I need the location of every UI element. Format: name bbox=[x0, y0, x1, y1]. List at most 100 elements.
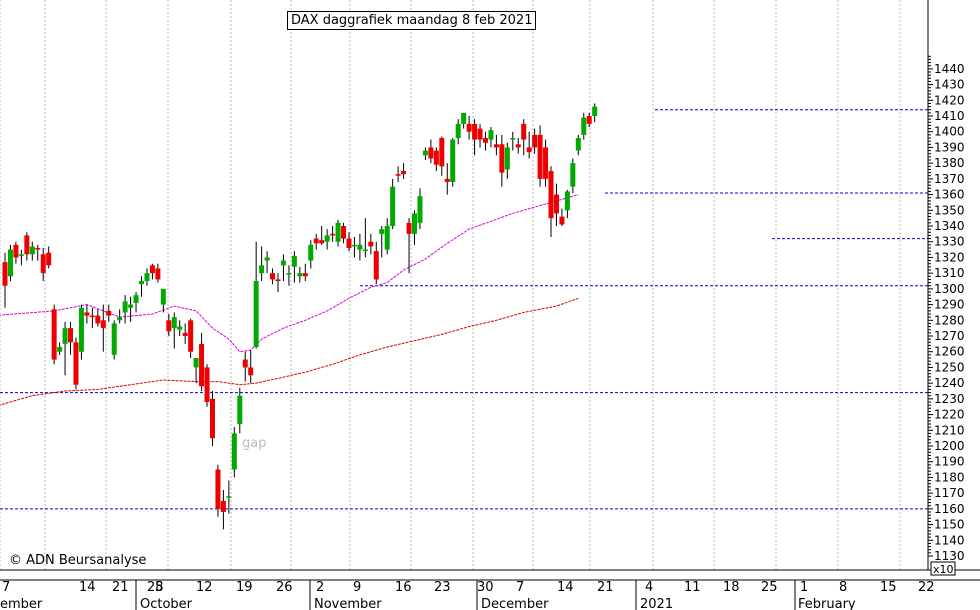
multiplier-label: x10 bbox=[933, 563, 954, 576]
candle bbox=[390, 178, 396, 230]
candle-body-up bbox=[379, 229, 385, 234]
candle-body-up bbox=[128, 304, 134, 308]
x-tick-label: 30 bbox=[477, 580, 494, 595]
candle-body-down bbox=[433, 150, 439, 165]
x-tick-label: 12 bbox=[196, 580, 213, 595]
candle bbox=[78, 304, 84, 360]
candle bbox=[319, 226, 325, 245]
candle-body-up bbox=[160, 288, 166, 305]
candle-body-up bbox=[237, 395, 243, 425]
y-tick-label: 1130 bbox=[934, 549, 965, 563]
candle bbox=[543, 139, 549, 187]
candle-body-down bbox=[149, 265, 155, 274]
candle-body-down bbox=[13, 244, 19, 258]
candle bbox=[139, 276, 144, 297]
candle-body-up bbox=[253, 281, 259, 348]
y-tick-label: 1250 bbox=[934, 360, 965, 374]
candle bbox=[286, 265, 292, 286]
candle bbox=[29, 241, 35, 261]
candle bbox=[412, 210, 417, 245]
candle bbox=[351, 237, 357, 258]
x-tick-label: 11 bbox=[684, 580, 701, 595]
candle-body-up bbox=[193, 358, 199, 368]
candle bbox=[160, 288, 166, 313]
candle-body-up bbox=[417, 196, 423, 223]
candle bbox=[275, 273, 281, 293]
candle-body-up bbox=[570, 163, 576, 187]
candle-body-down bbox=[439, 138, 445, 167]
candle bbox=[417, 188, 423, 230]
x-tick-label: 14 bbox=[557, 580, 574, 595]
candle-body-down bbox=[220, 501, 226, 513]
candle bbox=[7, 244, 13, 282]
candle-body-up bbox=[29, 246, 35, 255]
x-tick-label: 1 bbox=[800, 580, 808, 595]
candle bbox=[373, 241, 379, 285]
candle-body-down bbox=[24, 235, 30, 255]
candle bbox=[335, 219, 341, 247]
y-tick-label: 1430 bbox=[934, 78, 965, 92]
candle bbox=[493, 134, 499, 156]
candle bbox=[182, 323, 188, 344]
y-tick-label: 1420 bbox=[934, 93, 965, 107]
candle-body-down bbox=[95, 315, 101, 324]
candle-body-up bbox=[351, 244, 357, 247]
x-tick-label: 7 bbox=[516, 580, 524, 595]
y-tick-label: 1340 bbox=[934, 219, 965, 233]
candle bbox=[122, 295, 128, 324]
y-tick-label: 1230 bbox=[934, 392, 965, 406]
candle bbox=[166, 314, 172, 337]
candle-body-down bbox=[2, 262, 8, 286]
candle bbox=[46, 246, 52, 269]
y-tick-label: 1390 bbox=[934, 140, 965, 154]
candle bbox=[106, 304, 112, 322]
candle bbox=[346, 232, 352, 252]
y-tick-label: 1190 bbox=[934, 455, 965, 469]
candle-body-up bbox=[231, 433, 237, 470]
x-tick-label: 5 bbox=[155, 580, 163, 595]
candle-body-up bbox=[177, 326, 183, 330]
candle bbox=[357, 233, 363, 261]
candle bbox=[532, 128, 538, 154]
candle-body-down bbox=[215, 469, 221, 509]
candle bbox=[564, 189, 570, 219]
candle bbox=[231, 427, 237, 478]
candle-body-down bbox=[548, 171, 554, 219]
candle bbox=[308, 240, 314, 269]
candle-body-down bbox=[477, 128, 483, 140]
candle bbox=[270, 268, 276, 285]
candle-body-up bbox=[139, 281, 144, 285]
x-tick-label: 16 bbox=[395, 580, 412, 595]
x-tick-label: 23 bbox=[434, 580, 451, 595]
candle bbox=[466, 116, 472, 140]
candle bbox=[204, 364, 210, 407]
candle-body-down bbox=[428, 147, 434, 159]
candle bbox=[575, 134, 581, 156]
candle bbox=[248, 350, 254, 384]
candle bbox=[406, 218, 412, 274]
candle bbox=[472, 119, 478, 156]
x-tick-label: 25 bbox=[761, 580, 778, 595]
candle bbox=[18, 249, 24, 266]
candle-body-down bbox=[46, 252, 52, 266]
candle-body-up bbox=[450, 139, 456, 183]
candle bbox=[220, 490, 226, 530]
candle-body-up bbox=[264, 257, 270, 261]
candle-body-down bbox=[368, 241, 374, 247]
candle bbox=[89, 307, 95, 329]
candle-body-up bbox=[280, 260, 286, 266]
candle-body-up bbox=[226, 496, 232, 498]
candle-body-down bbox=[248, 367, 254, 376]
candle bbox=[226, 480, 232, 514]
gap-annotation: gap bbox=[242, 436, 267, 451]
candle-body-down bbox=[341, 226, 347, 239]
candle bbox=[149, 263, 155, 280]
candle-body-up bbox=[7, 249, 13, 277]
candle bbox=[521, 119, 527, 156]
chart-title: DAX daggrafiek maandag 8 feb 2021 bbox=[287, 11, 537, 30]
candle-body-up bbox=[78, 307, 84, 352]
candle bbox=[379, 226, 385, 258]
x-tick-label: 18 bbox=[723, 580, 740, 595]
candle-body-down bbox=[395, 174, 401, 176]
candle bbox=[526, 131, 532, 159]
